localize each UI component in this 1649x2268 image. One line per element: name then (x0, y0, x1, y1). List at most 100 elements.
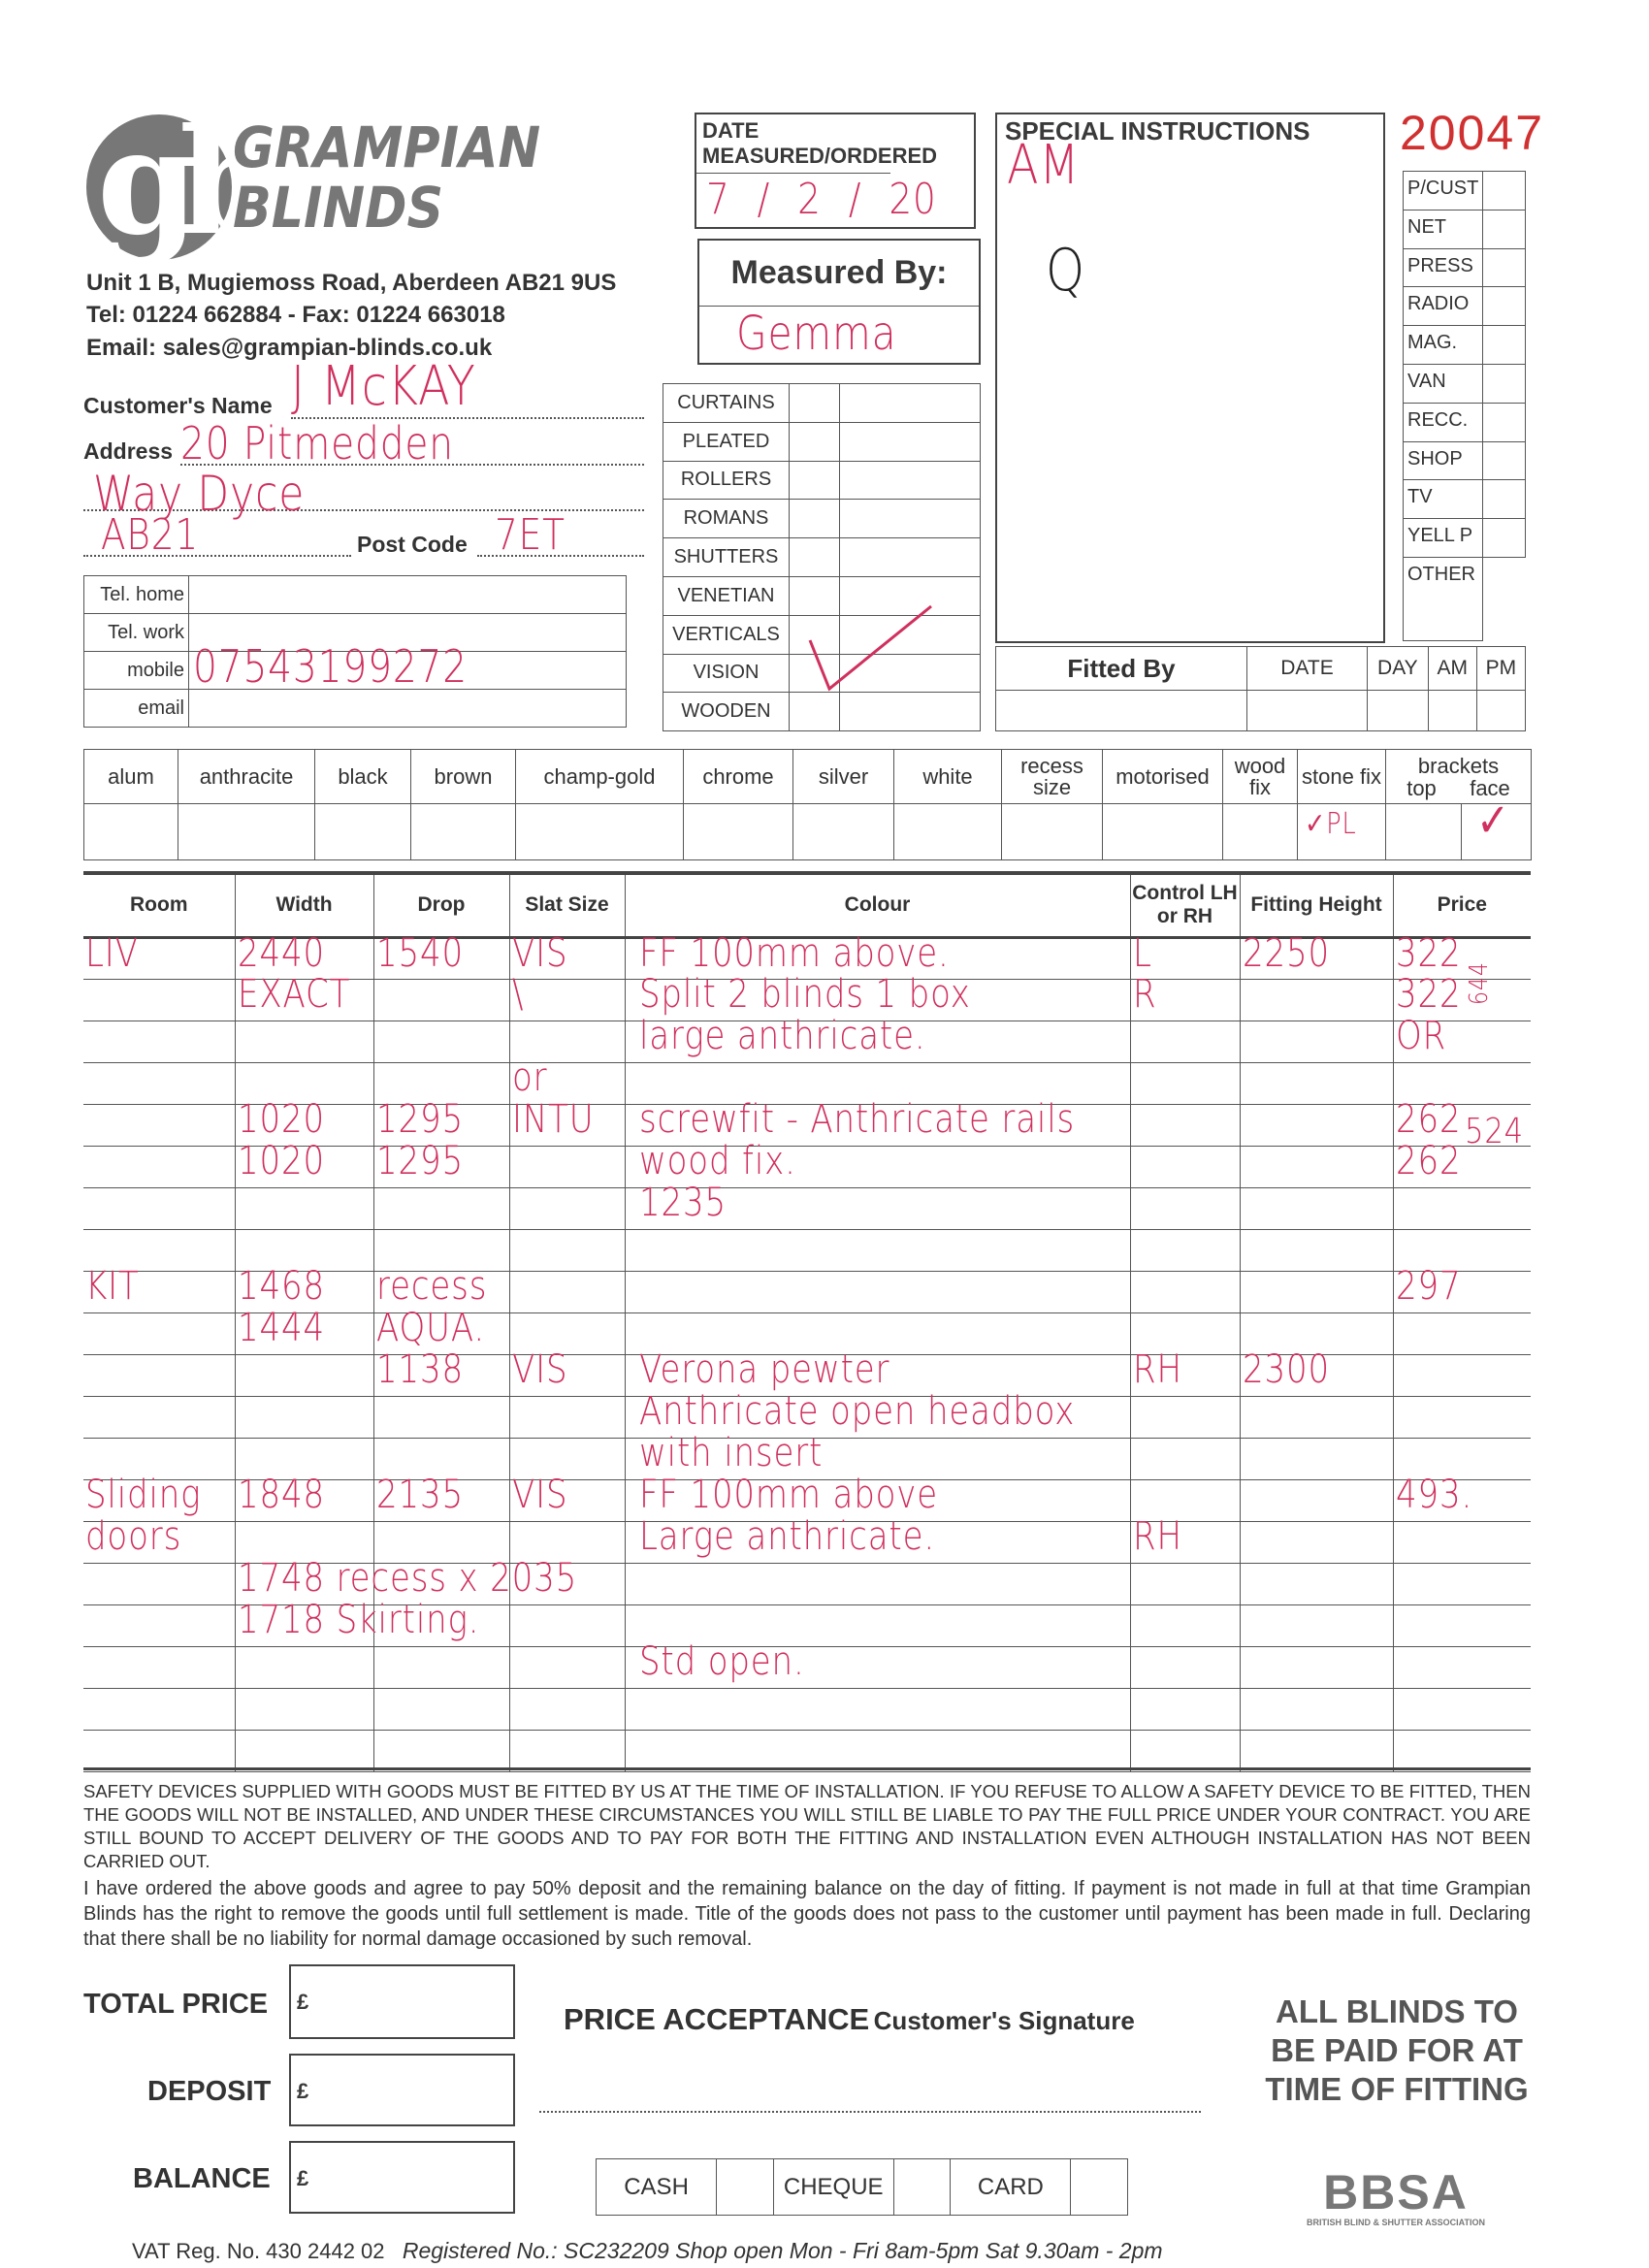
cell-fitting-height[interactable]: 2250 (1239, 931, 1394, 980)
cell-colour[interactable] (624, 1729, 1131, 1772)
blind-type-checkbox[interactable] (789, 575, 840, 616)
source-checkbox[interactable] (1482, 479, 1526, 520)
cell-control[interactable] (1129, 1645, 1241, 1689)
cell-room[interactable]: LIV (83, 931, 236, 980)
cell-width[interactable]: 1468 (234, 1264, 374, 1313)
blind-type-checkbox[interactable] (789, 383, 840, 423)
source-checkbox[interactable] (1482, 171, 1526, 211)
blind-type-checkbox[interactable] (789, 421, 840, 462)
cell-drop[interactable] (372, 978, 510, 1021)
cell-price[interactable] (1392, 1604, 1531, 1647)
cell-room[interactable] (83, 978, 236, 1021)
colour-option-checkbox[interactable] (410, 803, 516, 860)
cell-control[interactable] (1129, 1687, 1241, 1731)
payment-checkbox-cheque[interactable] (892, 2158, 952, 2216)
cell-colour[interactable]: screwfit - Anthricate rails (624, 1097, 1131, 1147)
blind-type-notes[interactable] (839, 537, 981, 577)
cell-width[interactable] (234, 1729, 374, 1772)
cell-width[interactable]: 2440 (234, 931, 374, 980)
postcode[interactable]: 7ET (495, 510, 566, 560)
cell-slat-size[interactable] (508, 1520, 626, 1564)
cell-price[interactable] (1392, 1061, 1531, 1105)
cell-price[interactable] (1392, 1312, 1531, 1355)
cell-fitting-height[interactable] (1239, 1604, 1394, 1647)
payment-checkbox-cash[interactable] (716, 2158, 774, 2216)
cell-room[interactable]: Sliding (83, 1473, 236, 1522)
cell-price[interactable]: OR (1392, 1014, 1531, 1063)
cell-control[interactable]: RH (1129, 1347, 1241, 1397)
customer-name[interactable]: J McKAY (291, 355, 476, 418)
source-checkbox[interactable] (1482, 402, 1526, 442)
colour-option-checkbox[interactable] (1222, 803, 1298, 860)
cell-room[interactable] (83, 1604, 236, 1647)
colour-option-checkbox[interactable] (1297, 803, 1386, 860)
cell-fitting-height[interactable] (1239, 1520, 1394, 1564)
cell-fitting-height[interactable] (1239, 978, 1394, 1021)
cell-colour[interactable]: large anthricate. (624, 1014, 1131, 1063)
cell-room[interactable]: KIT (83, 1264, 236, 1313)
cell-colour[interactable] (624, 1061, 1131, 1105)
cell-drop[interactable] (372, 1687, 510, 1731)
cell-fitting-height[interactable] (1239, 1478, 1394, 1522)
cell-fitting-height[interactable] (1239, 1061, 1394, 1105)
cell-room[interactable] (83, 1687, 236, 1731)
cell-slat-size[interactable] (508, 1729, 626, 1772)
cell-drop[interactable] (372, 1645, 510, 1689)
cell-width[interactable] (234, 1353, 374, 1397)
blind-type-notes[interactable] (839, 383, 981, 423)
fitted-date-field[interactable] (1246, 690, 1368, 731)
cell-control[interactable] (1129, 1186, 1241, 1230)
cell-colour[interactable]: 1235 (624, 1181, 1131, 1230)
fitted-day-field[interactable] (1367, 690, 1429, 731)
cell-slat-size[interactable] (508, 1145, 626, 1188)
cell-slat-size[interactable] (508, 1687, 626, 1731)
cell-price[interactable] (1392, 1353, 1531, 1397)
cell-slat-size[interactable]: \ (508, 972, 626, 1021)
blind-type-checkbox[interactable] (789, 499, 840, 539)
colour-option-checkbox[interactable] (1001, 803, 1103, 860)
cell-colour[interactable] (624, 1228, 1131, 1272)
signature-line[interactable] (539, 2111, 1201, 2113)
cell-width[interactable] (234, 1645, 374, 1689)
cell-width[interactable]: 1718 Skirting. (234, 1598, 478, 1647)
phone-field[interactable] (188, 613, 627, 652)
measured-by-value[interactable]: Gemma (736, 307, 897, 361)
cell-slat-size[interactable]: VIS (508, 1473, 626, 1522)
cell-drop[interactable]: AQUA. (372, 1306, 510, 1355)
phone-field[interactable] (188, 689, 627, 728)
cell-fitting-height[interactable] (1239, 1186, 1394, 1230)
source-checkbox[interactable] (1482, 286, 1526, 327)
source-checkbox[interactable] (1482, 518, 1526, 558)
cell-slat-size[interactable]: VIS (508, 931, 626, 980)
phone-field[interactable] (188, 575, 627, 614)
cell-drop[interactable]: recess (372, 1264, 510, 1313)
cell-width[interactable] (234, 1395, 374, 1439)
cell-drop[interactable] (372, 1061, 510, 1105)
cell-slat-size[interactable] (508, 1270, 626, 1313)
cell-control[interactable] (1129, 1395, 1241, 1439)
fitted-by-field[interactable] (995, 690, 1247, 731)
balance-field[interactable]: £ (289, 2141, 515, 2214)
blind-type-checkbox[interactable] (789, 537, 840, 577)
cell-drop[interactable]: 1540 (372, 931, 510, 980)
cell-price[interactable]: 322 (1392, 931, 1531, 980)
cell-control[interactable] (1129, 1228, 1241, 1272)
cell-fitting-height[interactable] (1239, 1020, 1394, 1063)
cell-control[interactable] (1129, 1478, 1241, 1522)
cell-price[interactable]: 262 (1392, 1097, 1531, 1147)
cell-width[interactable]: 1020 (234, 1139, 374, 1188)
cell-slat-size[interactable] (508, 1562, 626, 1605)
cell-drop[interactable] (372, 1020, 510, 1063)
cell-slat-size[interactable] (508, 1604, 626, 1647)
cell-fitting-height[interactable] (1239, 1270, 1394, 1313)
cell-width[interactable] (234, 1061, 374, 1105)
blind-type-notes[interactable] (839, 421, 981, 462)
cell-fitting-height[interactable] (1239, 1437, 1394, 1480)
blind-type-notes[interactable] (839, 499, 981, 539)
cell-room[interactable] (83, 1145, 236, 1188)
address-line-3[interactable]: AB21 (101, 510, 200, 560)
fitted-am-field[interactable] (1427, 690, 1477, 731)
address-line-2[interactable]: Way Dyce (93, 466, 306, 522)
brackets-top-checkbox[interactable] (1385, 803, 1462, 860)
cell-price[interactable] (1392, 1562, 1531, 1605)
